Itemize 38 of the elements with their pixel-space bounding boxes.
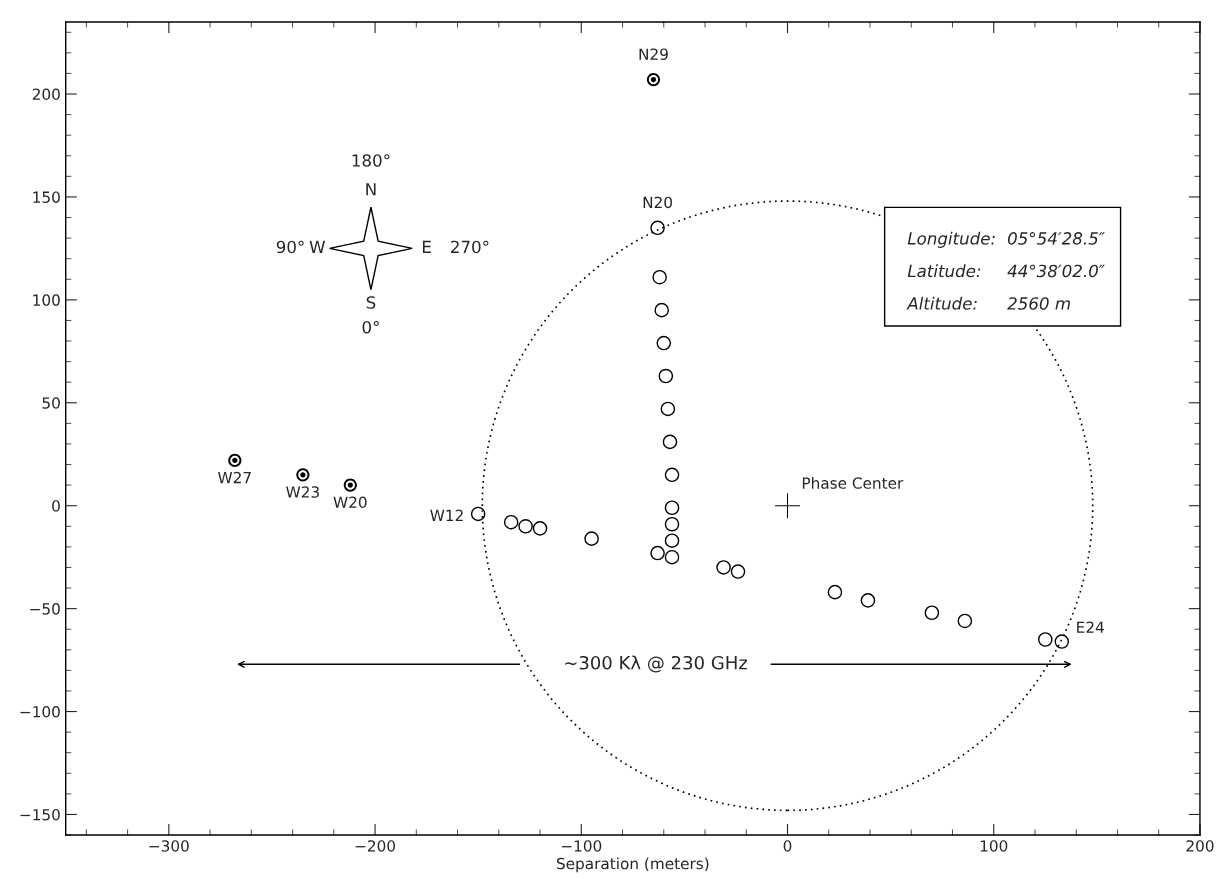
y-tick-label: 0 [52,500,60,512]
y-tick-label: 150 [33,191,60,203]
annotation: E24 [1077,621,1104,633]
y-tick-label: −150 [20,808,60,821]
x-tick-label: −300 [149,840,189,852]
annotation: ~300 Kλ @ 230 GHz [565,655,748,673]
annotation: W27 [218,471,251,484]
annotation: N [366,183,376,196]
annotation: 44°38′02.0″ [1007,264,1105,278]
x-tick-label: 200 [1186,840,1214,852]
x-tick-label: −200 [355,840,396,852]
annotation: W [309,240,326,253]
x-tick-label: −100 [561,840,602,852]
annotation: 180° [352,154,390,167]
y-tick-label: −50 [30,603,60,615]
y-tick-label: 100 [33,294,60,306]
x-axis-title: Separation (meters) [556,857,709,873]
annotation: W20 [333,496,367,509]
annotation: W12 [430,509,463,521]
annotation: Phase Center [802,477,904,489]
annotation: Longitude: [907,231,995,248]
x-tick-label: 100 [980,840,1008,852]
annotation: 0° [362,320,379,334]
y-tick-label: 200 [32,88,60,101]
annotation: 2560 m [1007,297,1070,310]
annotation: S [366,296,376,309]
annotation: N20 [643,196,673,209]
y-tick-label: −100 [20,706,60,718]
x-tick-label: 0 [783,840,792,852]
y-tick-label: 50 [42,397,60,409]
annotation: Latitude: [907,264,981,278]
annotation: 90° [276,240,304,254]
annotation: 270° [451,240,489,254]
annotation: W23 [286,486,319,498]
annotation: N29 [639,48,668,60]
annotation: Altitude: [906,296,977,310]
annotation: E [422,240,431,253]
annotation: 05°54′28.5″ [1007,232,1105,245]
